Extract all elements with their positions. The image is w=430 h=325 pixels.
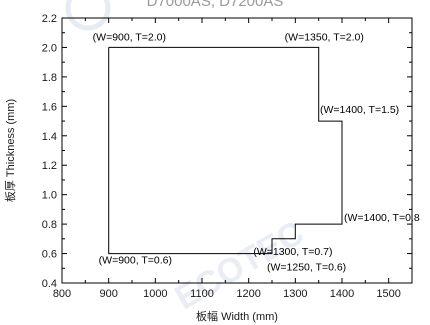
y-tick-label: 1.0 [42, 190, 57, 202]
point-annotation: (W=900, T=2.0) [93, 31, 166, 43]
y-tick-label: 0.8 [42, 219, 57, 231]
x-tick-label: 1400 [330, 288, 354, 300]
plot-area-frame [61, 17, 413, 284]
x-tick-label: 1200 [236, 288, 260, 300]
y-tick-label: 1.2 [42, 160, 57, 172]
x-tick-label: 800 [53, 288, 71, 300]
x-tick-label: 900 [99, 288, 117, 300]
y-tick-label: 0.6 [42, 249, 57, 261]
watermark-logo-icon [65, 0, 111, 31]
x-tick-label: 1500 [376, 288, 400, 300]
y-tick-label: 0.4 [42, 278, 57, 290]
series-line [108, 46, 343, 255]
y-tick-label: 1.6 [42, 101, 57, 113]
axis-ticks [61, 17, 412, 284]
point-annotation: (W=1350, T=2.0) [285, 31, 364, 43]
y-tick-label: 1.8 [42, 72, 57, 84]
point-annotation: (W=1400, T=0.8 [344, 212, 420, 224]
y-axis-label: 板厚 Thickness (mm) [3, 99, 17, 202]
x-tick-label: 1300 [283, 288, 307, 300]
point-annotation: (W=900, T=0.6) [99, 255, 172, 267]
x-axis-label: 板幅 Width (mm) [196, 309, 278, 323]
y-tick-label: 2.2 [42, 13, 57, 25]
x-tick-label: 1100 [190, 288, 214, 300]
annotations: (W=900, T=2.0) (W=1350, T=2.0) (W=1400, T=… [93, 31, 420, 273]
point-annotation: (W=1400, T=1.5) [320, 104, 399, 116]
x-tick-label: 1000 [143, 288, 167, 300]
chart-title: D7000AS, D7200AS [147, 0, 284, 10]
y-tick-label: 1.4 [42, 131, 57, 143]
y-tick-label: 2.0 [42, 42, 57, 54]
point-annotation: (W=1300, T=0.7) [253, 246, 332, 258]
point-annotation: (W=1250, T=0.6) [267, 262, 346, 274]
tick-labels: 800 900 1000 1100 1200 1300 1400 1500 0.4 0.6 0.8 1… [42, 13, 401, 300]
